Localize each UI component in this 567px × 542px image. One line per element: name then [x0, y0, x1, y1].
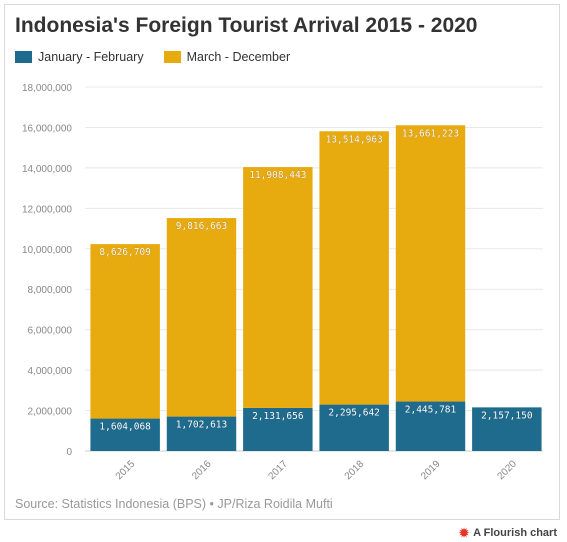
source-note: Source: Statistics Indonesia (BPS) • JP/… [15, 497, 333, 511]
y-tick-label: 10,000,000 [22, 245, 72, 256]
legend-swatch-jan-feb [15, 51, 32, 63]
y-tick-label: 0 [66, 447, 72, 458]
y-tick-label: 2,000,000 [28, 407, 73, 418]
legend-swatch-mar-dec [163, 51, 181, 63]
data-label-jan-feb: 2,131,656 [252, 411, 304, 422]
data-label-jan-feb: 1,702,613 [176, 420, 227, 431]
legend-item-mar-dec[interactable]: March - December [163, 50, 291, 64]
y-tick-label: 6,000,000 [28, 326, 73, 337]
flourish-credit-label: A Flourish chart [473, 527, 557, 539]
data-label-jan-feb: 2,445,781 [405, 405, 457, 416]
data-label-mar-dec: 8,626,709 [99, 247, 151, 258]
bar-mar-dec [395, 125, 466, 402]
bar-jan-feb [166, 416, 237, 451]
y-tick-label: 14,000,000 [22, 164, 72, 175]
bar-jan-feb [90, 418, 160, 451]
data-label-mar-dec: 13,661,223 [402, 128, 459, 139]
flourish-logo-icon: ✹ [459, 526, 470, 540]
x-tick-label: 2016 [190, 458, 214, 482]
y-tick-label: 18,000,000 [22, 83, 72, 94]
bar-jan-feb [472, 407, 542, 451]
x-tick-label: 2019 [419, 458, 443, 482]
y-tick-label: 16,000,000 [22, 123, 72, 134]
data-label-mar-dec: 13,514,963 [326, 134, 383, 145]
legend-label-mar-dec: March - December [186, 50, 291, 64]
bar-jan-feb [243, 407, 313, 451]
x-tick-label: 2020 [495, 458, 519, 482]
y-tick-label: 12,000,000 [22, 204, 72, 215]
x-tick-label: 2015 [114, 458, 138, 482]
bar-jan-feb [395, 401, 466, 451]
flourish-credit[interactable]: ✹ A Flourish chart [459, 526, 557, 540]
data-label-jan-feb: 1,604,068 [99, 422, 151, 433]
y-tick-label: 4,000,000 [28, 366, 73, 377]
x-tick-label: 2017 [266, 458, 290, 482]
legend: January - February March - December [15, 50, 310, 64]
legend-label-jan-feb: January - February [38, 50, 144, 64]
bar-mar-dec [319, 131, 389, 405]
data-label-jan-feb: 2,157,150 [481, 410, 533, 421]
legend-item-jan-feb[interactable]: January - February [15, 50, 144, 64]
x-tick-label: 2018 [343, 458, 367, 482]
chart-title: Indonesia's Foreign Tourist Arrival 2015… [15, 14, 478, 37]
bar-mar-dec [243, 167, 313, 408]
data-label-mar-dec: 11,908,443 [249, 170, 306, 181]
bar-mar-dec [166, 218, 237, 417]
bar-jan-feb [319, 404, 389, 451]
data-label-jan-feb: 2,295,642 [328, 408, 379, 419]
y-tick-label: 8,000,000 [28, 285, 73, 296]
data-label-mar-dec: 9,816,663 [176, 221, 227, 232]
bar-mar-dec [90, 244, 160, 419]
